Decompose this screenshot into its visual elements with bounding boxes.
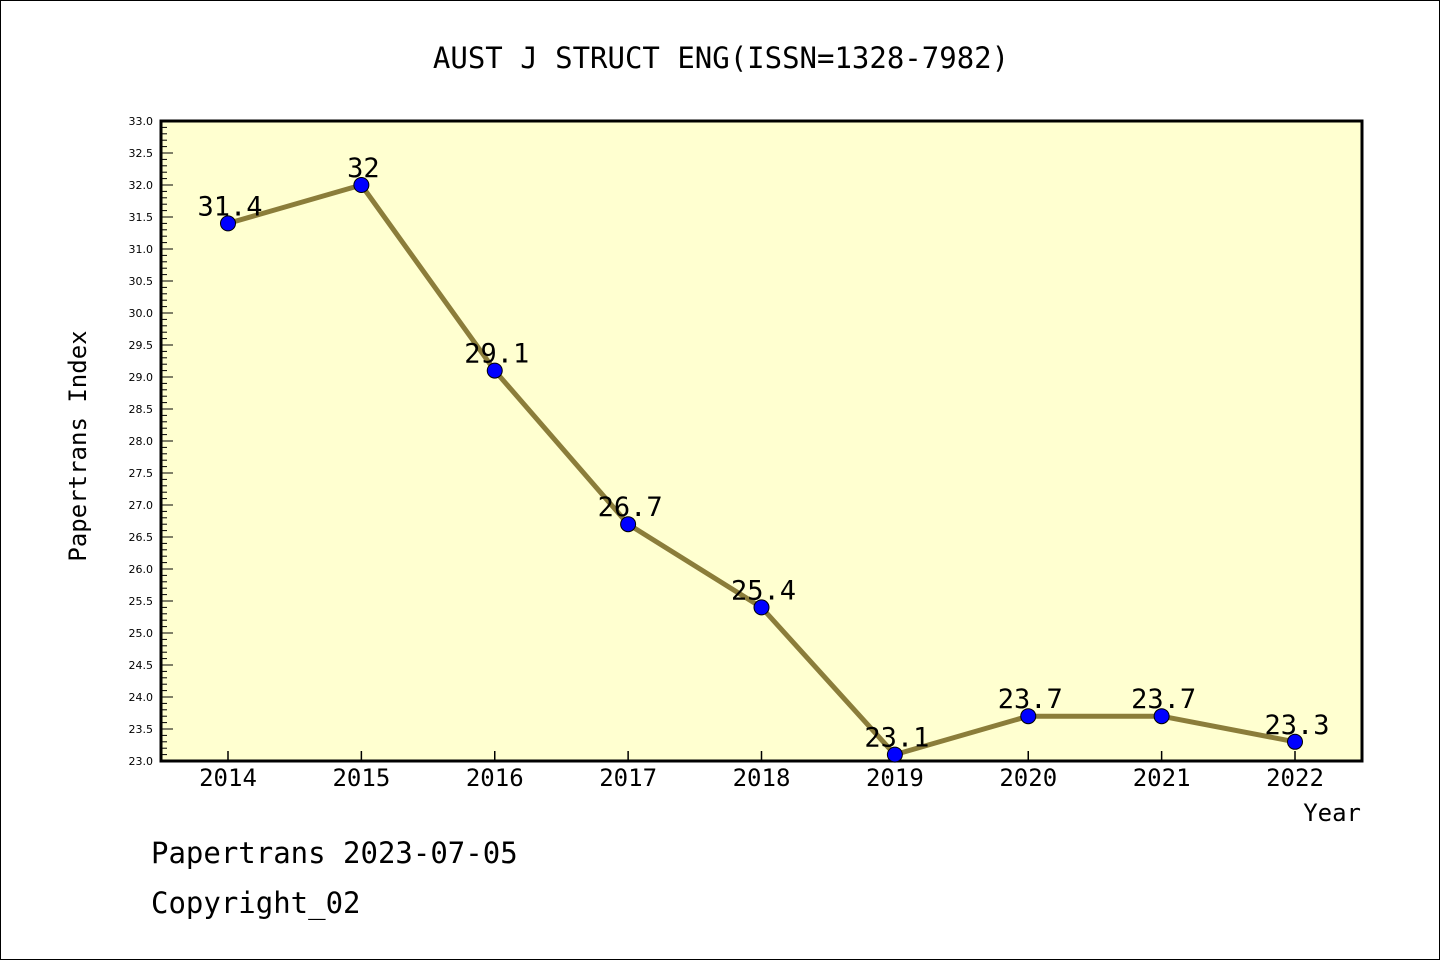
y-axis-label: Papertrans Index [64, 330, 92, 561]
y-tick-label: 30.5 [129, 275, 154, 288]
data-point [220, 215, 236, 232]
y-tick-label: 31.5 [129, 211, 154, 224]
data-point [353, 177, 370, 193]
footer-copyright: Copyright_02 [151, 886, 361, 920]
data-label: 23.7 [998, 684, 1063, 715]
data-label: 23.3 [1264, 710, 1329, 741]
x-axis-label: Year [1303, 799, 1361, 827]
y-tick-label: 30.0 [129, 307, 154, 320]
data-label: 32 [347, 153, 380, 184]
y-tick-label: 32.0 [129, 179, 154, 192]
x-tick-label: 2015 [332, 764, 390, 792]
data-point [1153, 708, 1170, 725]
data-label: 25.4 [731, 575, 796, 606]
footer-date-line: Papertrans 2023-07-05 [151, 836, 518, 870]
y-tick-label: 24.0 [129, 691, 154, 704]
data-markers [220, 177, 1303, 763]
x-axis-ticks: 2014 2015 2016 2017 2018 2019 2020 2021 2022 [199, 751, 1324, 792]
data-label: 23.1 [864, 723, 929, 754]
y-tick-label: 27.5 [129, 467, 154, 480]
y-tick-label: 26.0 [129, 563, 154, 576]
data-point [1287, 733, 1303, 750]
y-tick-label: 28.0 [129, 435, 154, 448]
x-tick-label: 2017 [599, 764, 657, 792]
data-point [753, 599, 770, 616]
x-tick-label: 2021 [1133, 764, 1191, 792]
x-tick-label: 2019 [866, 764, 924, 792]
chart-title: AUST J STRUCT ENG(ISSN=1328-7982) [433, 41, 1009, 75]
y-tick-label: 26.5 [129, 531, 154, 544]
y-axis-ticks: 23.0 23.5 24.0 24.5 25.0 25.5 26.0 26.5 27.0 27.5… [129, 115, 173, 768]
data-label: 23.7 [1131, 684, 1196, 715]
plot-area [159, 119, 1364, 763]
y-tick-label: 33.0 [129, 115, 154, 128]
data-point [620, 516, 637, 533]
data-label: 26.7 [598, 492, 663, 523]
y-tick-label: 28.5 [129, 403, 154, 416]
x-tick-label: 2020 [999, 764, 1057, 792]
y-tick-label: 25.5 [129, 595, 154, 608]
data-point [1020, 708, 1037, 725]
data-labels: 31.4 32 29.1 26.7 25.4 23.1 23.7 23.7 23.3 [197, 153, 1329, 754]
x-tick-label: 2014 [199, 764, 257, 792]
y-tick-label: 23.5 [129, 723, 154, 736]
y-tick-label: 29.5 [129, 339, 154, 352]
y-tick-label: 31.0 [129, 243, 154, 256]
y-tick-label: 23.0 [129, 755, 154, 768]
x-tick-label: 2018 [733, 764, 791, 792]
y-tick-label: 29.0 [129, 371, 154, 384]
data-point [886, 746, 903, 763]
data-point [486, 362, 503, 379]
y-tick-label: 32.5 [129, 147, 154, 160]
x-tick-label: 2022 [1266, 764, 1324, 792]
y-tick-label: 25.0 [129, 627, 154, 640]
data-label: 31.4 [197, 191, 262, 222]
x-tick-label: 2016 [466, 764, 524, 792]
data-label: 29.1 [464, 339, 529, 370]
y-tick-label: 24.5 [129, 659, 154, 672]
y-tick-label: 27.0 [129, 499, 154, 512]
